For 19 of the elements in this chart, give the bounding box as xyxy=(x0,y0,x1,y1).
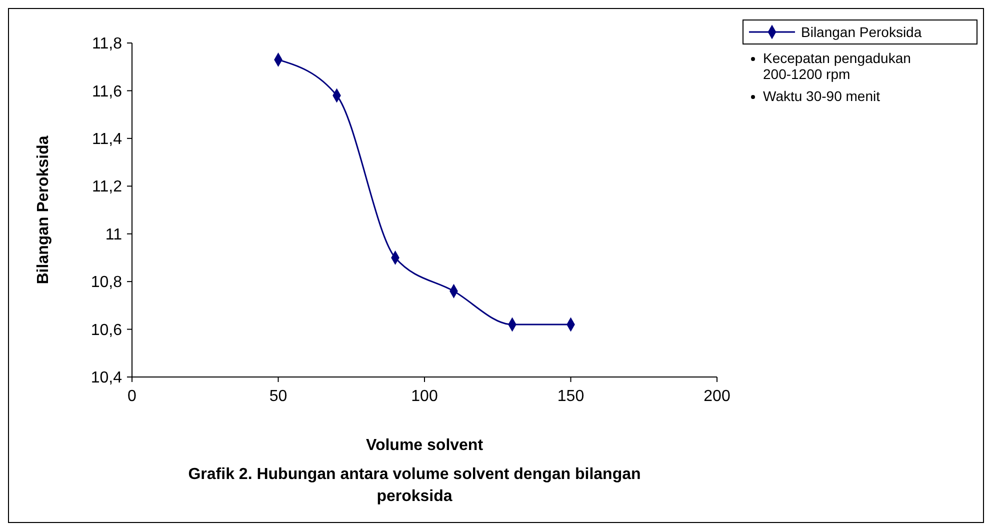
y-tick-label: 10,6 xyxy=(90,322,122,339)
legend-label: Bilangan Peroksida xyxy=(801,24,922,40)
y-tick-label: 10,8 xyxy=(90,274,122,292)
x-axis-title: Volume solvent xyxy=(366,437,484,454)
y-tick-label: 11,8 xyxy=(92,36,122,53)
x-tick-label: 50 xyxy=(269,388,288,405)
text: Grafik 2. Hubungan antara volume solvent dengan bilangan peroksida xyxy=(188,466,641,505)
x-tick-label: 0 xyxy=(128,388,137,405)
y-tick-label: 11 xyxy=(105,226,122,244)
y-tick-label: 11,4 xyxy=(92,131,122,148)
y-axis-title: Bilangan Peroksida xyxy=(35,136,52,284)
x-tick-label: 200 xyxy=(704,388,730,405)
y-tick-label: 11,6 xyxy=(92,83,122,100)
x-tick-label: 150 xyxy=(557,388,584,405)
y-tick-label: 11,2 xyxy=(92,178,122,196)
x-tick-label: 100 xyxy=(411,388,438,405)
text: Kecepatan pengadukan 200-1200 rpm xyxy=(763,50,911,82)
y-tick-label: 10,4 xyxy=(90,370,122,387)
text: Waktu 30-90 menit xyxy=(763,88,880,104)
